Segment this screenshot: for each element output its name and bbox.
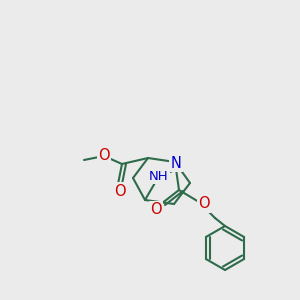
Text: O: O <box>114 184 126 199</box>
Text: O: O <box>98 148 110 164</box>
Text: O: O <box>198 196 210 211</box>
Text: O: O <box>150 202 162 217</box>
Text: NH: NH <box>149 169 169 182</box>
Text: N: N <box>171 155 182 170</box>
